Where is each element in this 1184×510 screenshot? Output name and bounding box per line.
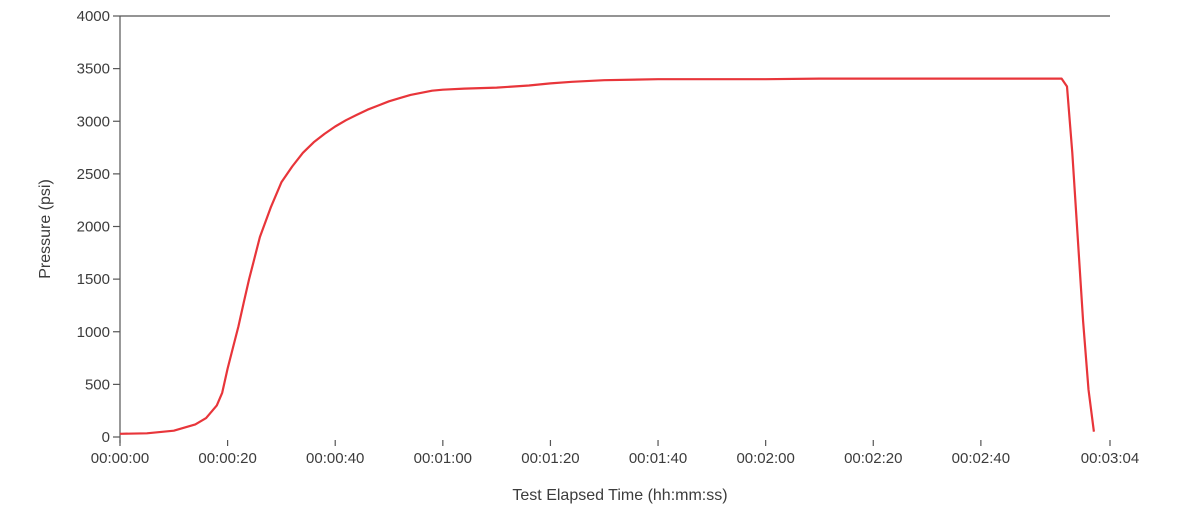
x-axis-title: Test Elapsed Time (hh:mm:ss)	[512, 487, 727, 504]
y-tick-label: 3500	[77, 61, 110, 78]
y-tick-label: 1500	[77, 271, 110, 288]
x-tick-label: 00:02:00	[736, 450, 794, 467]
y-tick-label: 1000	[77, 324, 110, 341]
x-tick-label: 00:02:40	[952, 450, 1010, 467]
y-axis-title: Pressure (psi)	[37, 179, 54, 279]
x-tick-label: 00:02:20	[844, 450, 902, 467]
x-tick-label: 00:03:04	[1081, 450, 1139, 467]
y-tick-label: 4000	[77, 8, 110, 25]
x-tick-label: 00:01:40	[629, 450, 687, 467]
x-axis-ticks: 00:00:00 00:00:20 00:00:40 00:01:00 00:01:20…	[91, 440, 1139, 467]
y-tick-label: 2500	[77, 166, 110, 183]
y-tick-label: 2000	[77, 219, 110, 236]
y-axis-ticks: 0 500 1000 1500 2000 2500 3000 3500 4000	[77, 8, 120, 446]
x-tick-label: 00:00:40	[306, 450, 364, 467]
x-tick-label: 00:00:00	[91, 450, 149, 467]
y-tick-label: 0	[102, 429, 110, 446]
y-tick-label: 3000	[77, 113, 110, 130]
x-tick-label: 00:01:00	[414, 450, 472, 467]
x-tick-label: 00:01:20	[521, 450, 579, 467]
y-tick-label: 500	[85, 376, 110, 393]
pressure-series-line	[119, 77, 1095, 435]
x-tick-label: 00:00:20	[198, 450, 256, 467]
series-layer	[119, 77, 1095, 435]
axes	[119, 15, 1110, 443]
